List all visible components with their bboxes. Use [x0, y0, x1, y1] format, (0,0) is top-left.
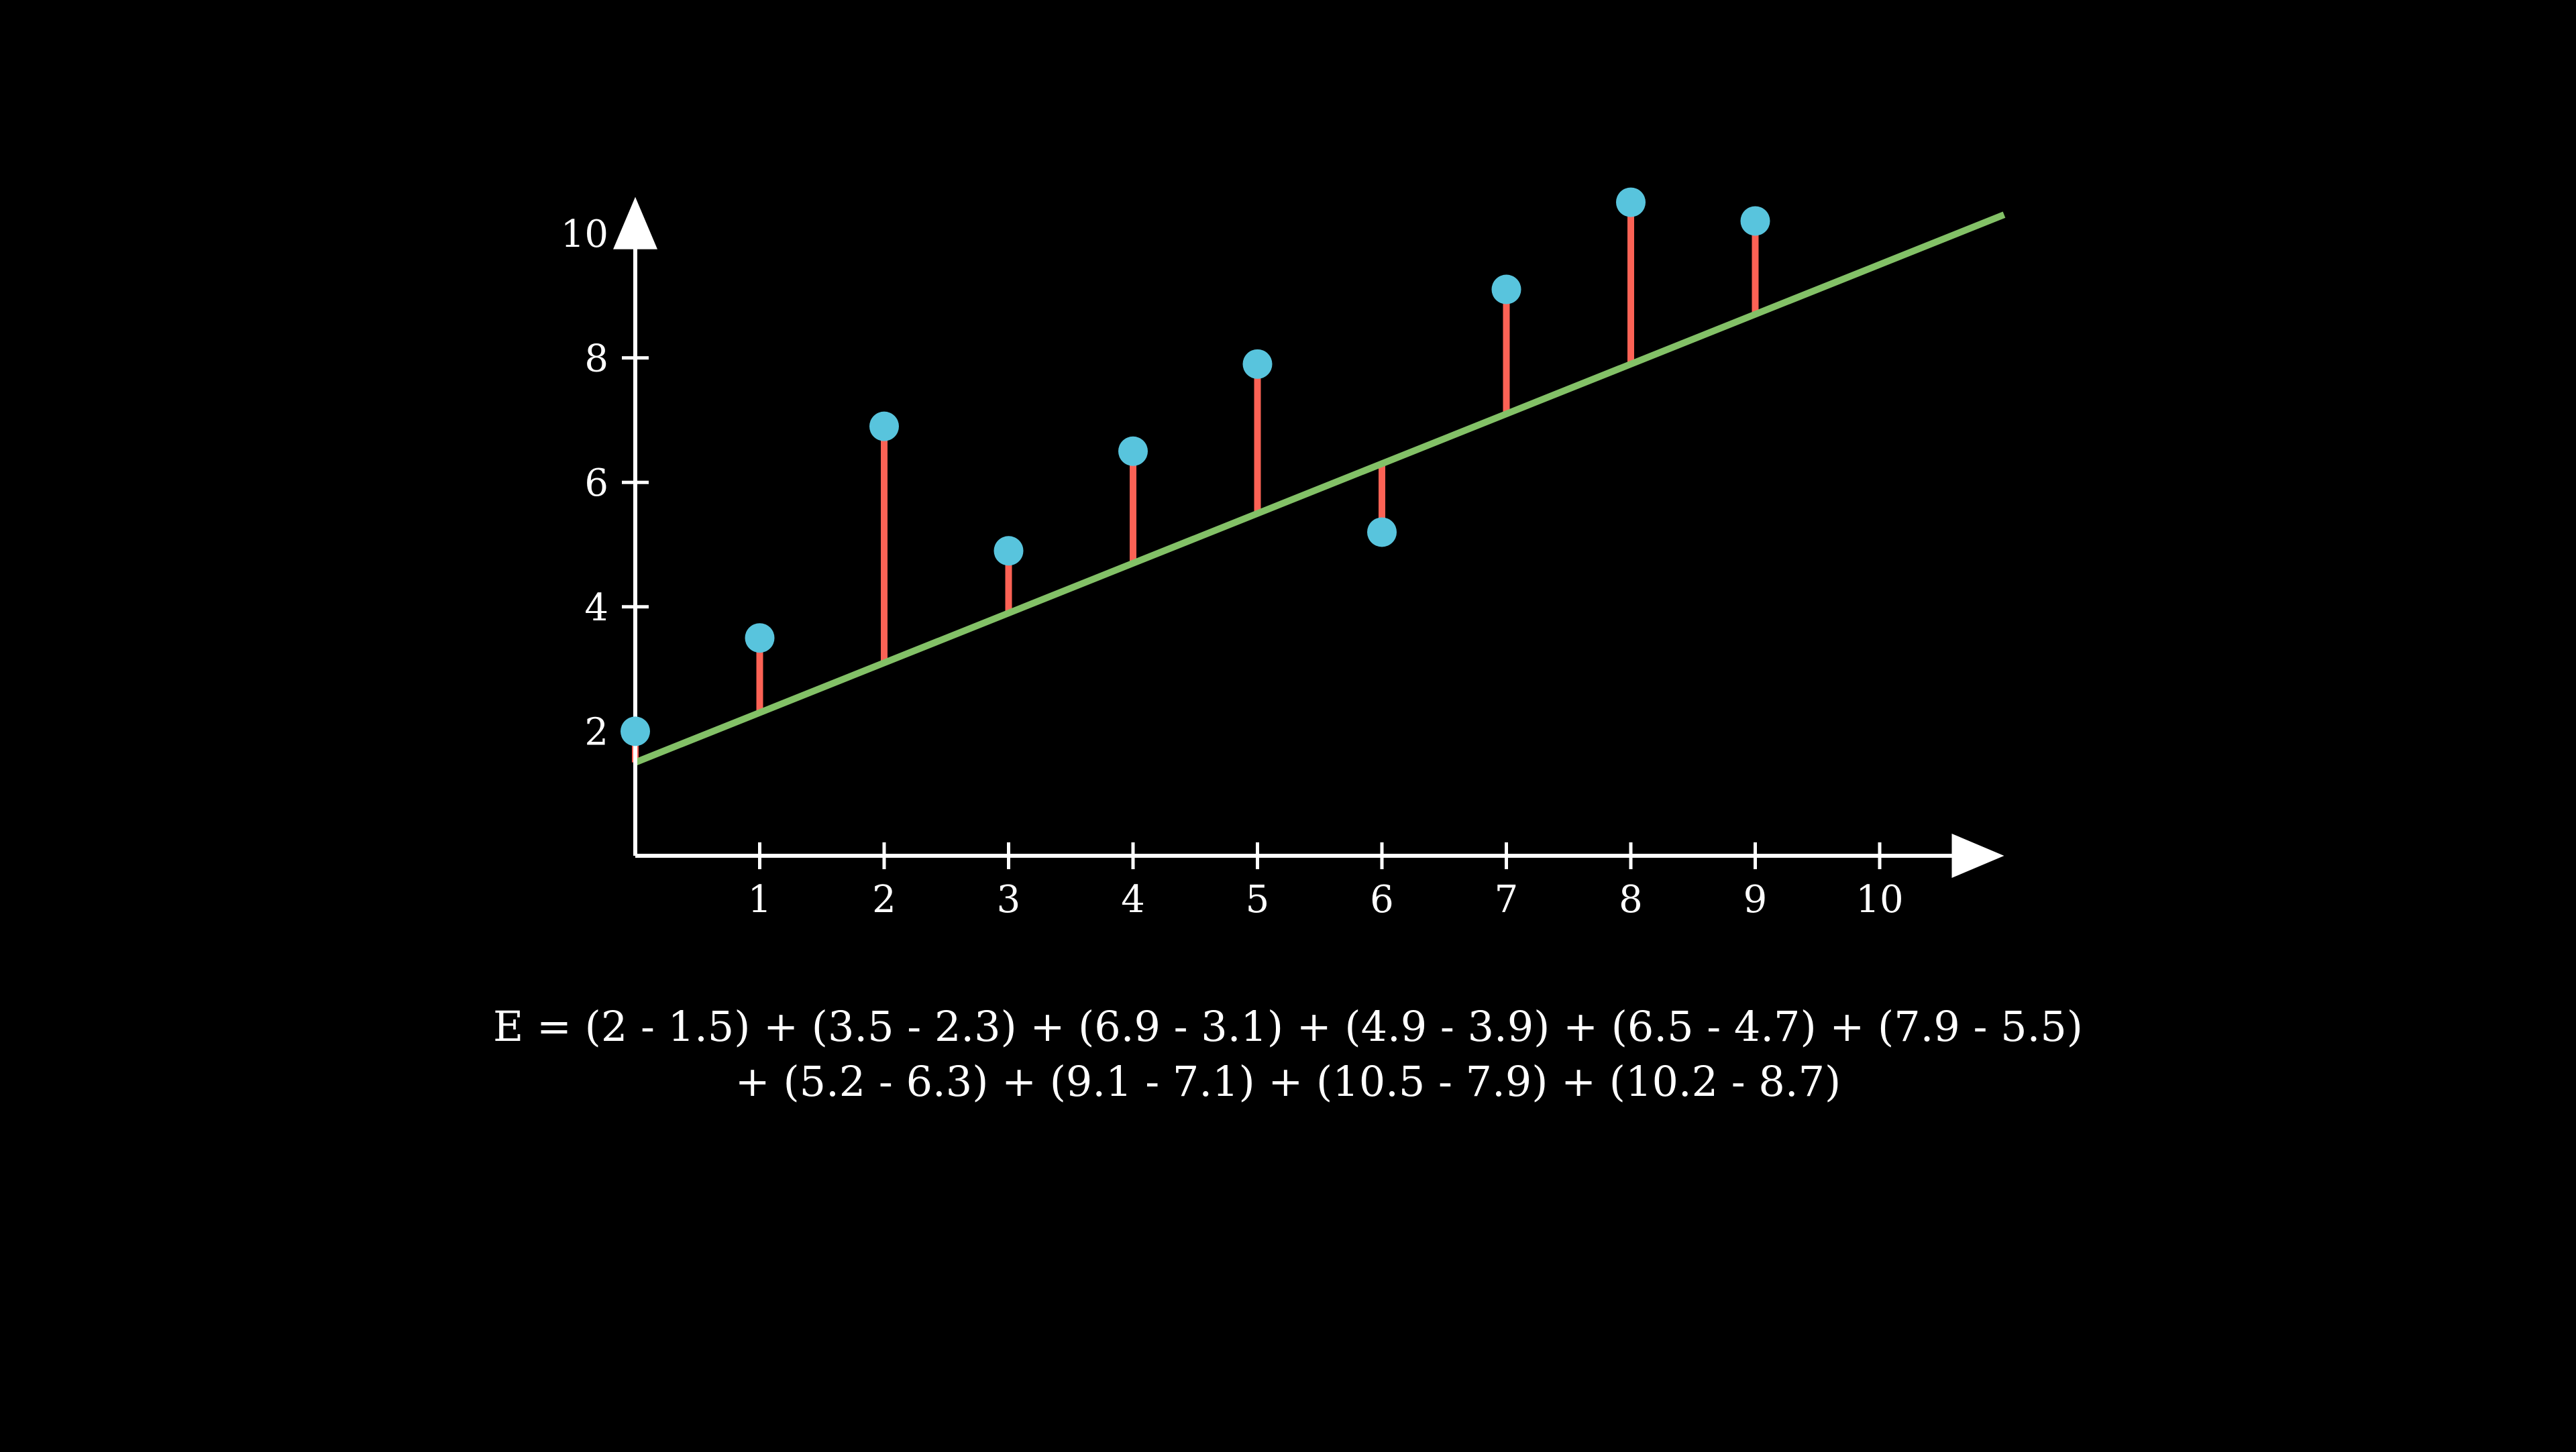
- fit-line-group: [634, 211, 2006, 766]
- data-point: [1367, 517, 1397, 547]
- data-point: [621, 716, 650, 746]
- x-tick-label: 7: [1495, 878, 1519, 922]
- data-point: [1118, 436, 1148, 466]
- y-tick-label: 10: [561, 213, 608, 256]
- fit-line: [634, 211, 2006, 766]
- x-tick-label: 3: [997, 878, 1021, 922]
- x-tick-label: 1: [748, 878, 772, 922]
- y-axis-arrowhead: [613, 197, 657, 249]
- y-tick-label: 2: [584, 710, 608, 754]
- data-point: [994, 536, 1024, 566]
- y-tick-label: 6: [584, 461, 608, 505]
- x-tick-label: 10: [1856, 878, 1903, 922]
- data-point: [1242, 349, 1273, 379]
- x-tick-label: 2: [872, 878, 896, 922]
- axes: 1 2 3 4 5 6 7 8 9 10 2 4 6 8 10: [561, 197, 2004, 922]
- x-axis-arrowhead: [1951, 834, 2004, 878]
- equation-line-2: + (5.2 - 6.3) + (9.1 - 7.1) + (10.5 - 7.…: [735, 1057, 1841, 1106]
- x-tick-label: 4: [1121, 878, 1145, 922]
- x-tick-label: 5: [1246, 878, 1270, 922]
- data-point: [745, 623, 775, 653]
- residual-lines: [632, 202, 1759, 763]
- data-points: [621, 187, 1770, 746]
- data-point: [1740, 206, 1770, 236]
- data-point: [1616, 187, 1646, 217]
- data-point: [869, 411, 899, 441]
- x-tick-label: 8: [1619, 878, 1643, 922]
- x-tick-label: 6: [1370, 878, 1394, 922]
- y-tick-label: 8: [584, 337, 608, 381]
- x-tick-label: 9: [1743, 878, 1768, 922]
- data-point: [1491, 274, 1521, 304]
- equation-line-1: E = (2 - 1.5) + (3.5 - 2.3) + (6.9 - 3.1…: [493, 1002, 2083, 1051]
- y-tick-label: 4: [584, 586, 608, 630]
